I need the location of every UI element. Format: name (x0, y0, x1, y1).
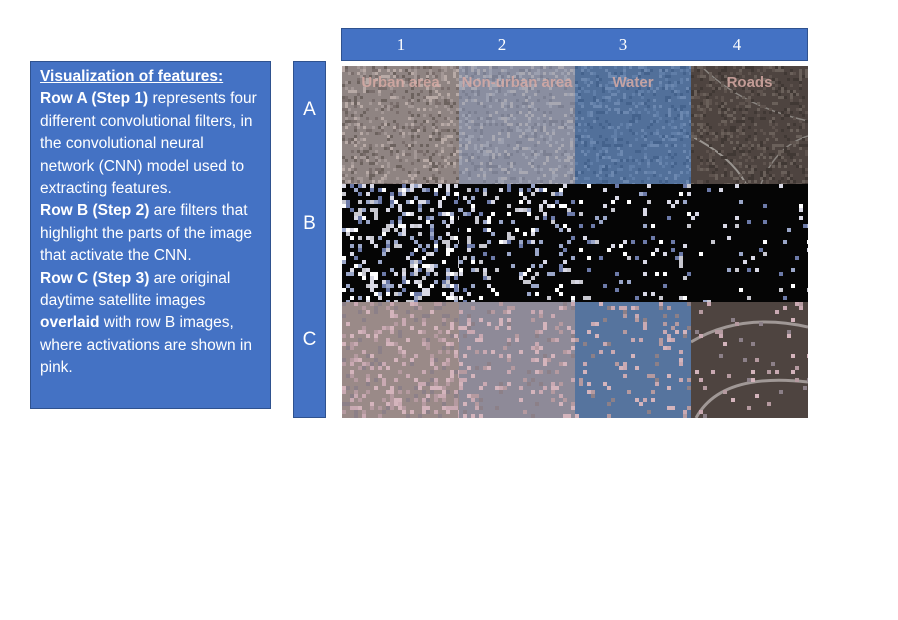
activation-image (575, 184, 691, 302)
row-c-step-label: Row C (Step 3) (40, 269, 150, 287)
column-label-1: 1 (396, 35, 406, 54)
feature-image-grid: Urban area Non-urban area Water Roads (342, 66, 808, 418)
column-label-2: 2 (497, 35, 507, 54)
row-c-description: are original daytime satellite images (40, 269, 231, 310)
tile-title-water: Water (612, 74, 654, 91)
column-label-3: 3 (618, 35, 628, 54)
overlay-image (691, 302, 808, 418)
tile-title-non-urban: Non-urban area (461, 74, 573, 91)
info-paragraph: Row A (Step 1) represents four different… (40, 88, 262, 379)
activation-map-b3 (575, 184, 691, 302)
row-a-description: represents four different convolutional … (40, 90, 257, 198)
row-label-a: A (303, 99, 316, 120)
activation-map-b4 (691, 184, 808, 302)
tile-title-urban: Urban area (361, 74, 440, 91)
activation-image (342, 184, 459, 302)
row-label-bar: A B C (293, 61, 326, 418)
overlay-image (575, 302, 691, 418)
satellite-image (691, 66, 808, 184)
row-label-b: B (303, 213, 316, 234)
tile-a1-urban: Urban area (342, 66, 459, 184)
overlay-image (459, 302, 575, 418)
overlay-c3-water (575, 302, 691, 418)
tile-a2-non-urban: Non-urban area (459, 66, 575, 184)
column-label-4: 4 (732, 35, 742, 54)
overlay-c2-non-urban (459, 302, 575, 418)
row-a-step-label: Row A (Step 1) (40, 90, 149, 108)
row-c-overlaid-word: overlaid (40, 314, 100, 332)
activation-map-b2 (459, 184, 575, 302)
overlay-c1-urban (342, 302, 459, 418)
row-b-description: are filters that highlight the parts of … (40, 202, 252, 265)
tile-a4-roads: Roads (691, 66, 808, 184)
satellite-image (342, 66, 459, 184)
row-label-c: C (302, 329, 317, 350)
overlay-image (342, 302, 459, 418)
overlay-c4-roads (691, 302, 808, 418)
info-title: Visualization of features: (40, 68, 224, 85)
row-c-description-end: with row B images, where activations are… (40, 314, 252, 377)
row-b-step-label: Row B (Step 2) (40, 202, 150, 220)
info-text-box: Visualization of features: Row A (Step 1… (30, 61, 271, 409)
satellite-image (575, 66, 691, 184)
tile-a3-water: Water (575, 66, 691, 184)
column-label-bar: 1 2 3 4 (341, 28, 808, 61)
tile-title-roads: Roads (726, 74, 773, 91)
activation-image (691, 184, 808, 302)
activation-map-b1 (342, 184, 459, 302)
activation-image (459, 184, 575, 302)
satellite-image (459, 66, 575, 184)
